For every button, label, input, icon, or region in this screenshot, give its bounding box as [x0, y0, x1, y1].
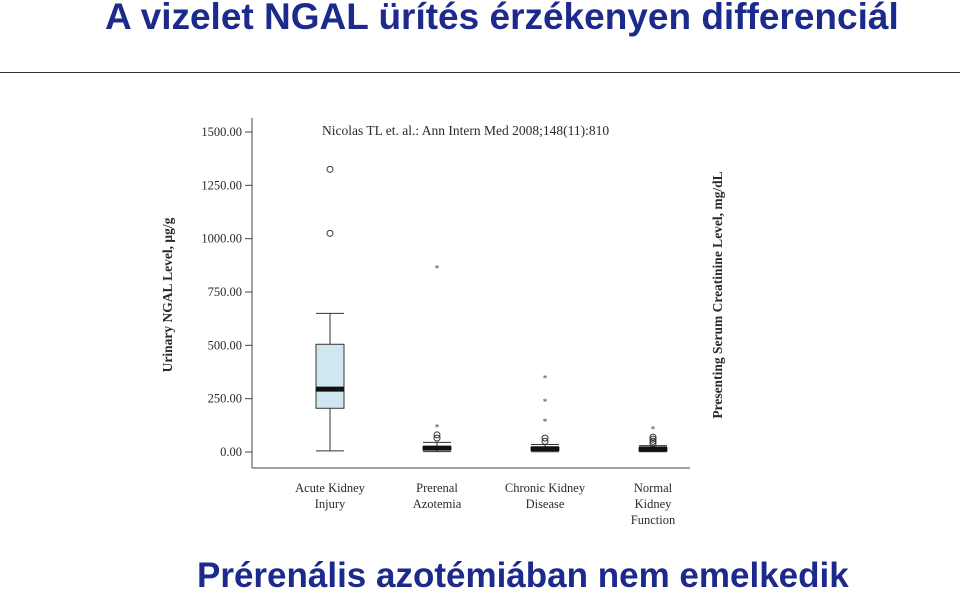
- outlier-circle: [649, 439, 657, 447]
- y-tick-label: 250.00: [208, 392, 242, 406]
- y-axis-label: Urinary NGAL Level, μg/g: [160, 217, 175, 372]
- chart-boxes: Acute Kidney Injury * * Prerenal Azotemia * * * C…: [295, 165, 676, 527]
- box: [315, 343, 345, 409]
- outlier-star: *: [543, 397, 548, 407]
- category-label: Prerenal: [416, 481, 458, 495]
- category-label: Chronic Kidney: [505, 481, 586, 495]
- y-tick-label: 0.00: [220, 445, 242, 459]
- outlier-circle: [433, 434, 441, 442]
- category-label: Acute Kidney: [295, 481, 366, 495]
- title-divider: [0, 72, 960, 73]
- category-label: Azotemia: [413, 497, 462, 511]
- outlier-circle: [649, 437, 657, 445]
- outlier-circle: [326, 165, 334, 173]
- outlier-star: *: [543, 417, 548, 427]
- outlier-star: *: [543, 373, 548, 383]
- box-group: * * * Chronic Kidney Disease: [505, 373, 586, 511]
- chart-annotation: Nicolas TL et. al.: Ann Intern Med 2008;…: [322, 123, 609, 138]
- box-group: * Normal Kidney Function: [631, 425, 676, 527]
- y-tick-label: 1000.00: [201, 232, 242, 246]
- category-label: Function: [631, 513, 676, 527]
- outlier-star: *: [435, 422, 440, 432]
- outlier-star: *: [435, 264, 440, 274]
- slide-title: A vizelet NGAL ürítés érzékenyen differe…: [105, 0, 899, 37]
- category-label: Kidney: [635, 497, 673, 511]
- box-group: * * Prerenal Azotemia: [413, 264, 462, 511]
- category-label: Disease: [526, 497, 565, 511]
- box-group: Acute Kidney Injury: [295, 165, 366, 511]
- outlier-circle: [541, 437, 549, 445]
- outlier-circle: [433, 431, 441, 439]
- slide-subtitle: Prérenális azotémiában nem emelkedik: [197, 556, 849, 595]
- category-label: Injury: [315, 497, 346, 511]
- y-tick-label: 750.00: [208, 285, 242, 299]
- y-tick-label: 500.00: [208, 338, 242, 352]
- outlier-star: *: [651, 425, 656, 435]
- outlier-circle: [541, 434, 549, 442]
- category-label: Normal: [634, 481, 673, 495]
- right-axis-label: Presenting Serum Creatinine Level, mg/dL: [710, 171, 725, 418]
- chart-axes: 0.00 250.00 500.00 750.00 1000.00 1250.00 1500…: [201, 118, 690, 469]
- y-tick-label: 1250.00: [201, 178, 242, 192]
- outlier-circle: [649, 435, 657, 443]
- y-tick-label: 1500.00: [201, 125, 242, 139]
- outlier-circle: [326, 229, 334, 237]
